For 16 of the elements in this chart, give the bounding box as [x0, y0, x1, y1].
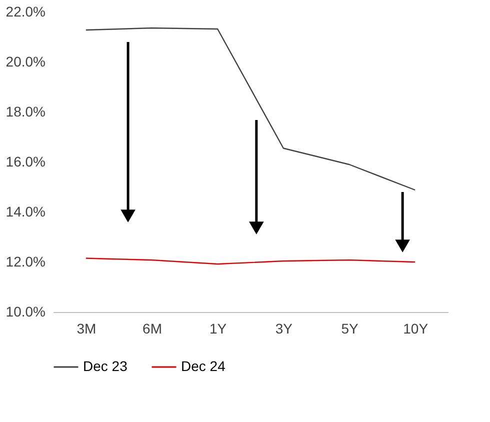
- y-tick-label: 20.0%: [6, 54, 46, 70]
- line-series: [85, 27, 416, 191]
- y-tick-label: 16.0%: [6, 154, 46, 170]
- x-tick-label: 3Y: [275, 320, 294, 336]
- y-tick-label: 12.0%: [6, 254, 46, 270]
- x-tick-label: 3M: [76, 320, 96, 336]
- x-tick-label: 10Y: [403, 320, 429, 336]
- x-tick-label: 6M: [142, 320, 162, 336]
- x-tick-label: 5Y: [341, 320, 359, 336]
- legend-label: Dec 23: [83, 358, 128, 374]
- y-tick-label: 18.0%: [6, 104, 46, 120]
- legend-label: Dec 24: [181, 358, 226, 374]
- y-tick-label: 10.0%: [6, 304, 46, 320]
- y-tick-label: 14.0%: [6, 204, 46, 220]
- x-tick-label: 1Y: [210, 320, 228, 336]
- y-tick-label: 22.0%: [6, 4, 46, 20]
